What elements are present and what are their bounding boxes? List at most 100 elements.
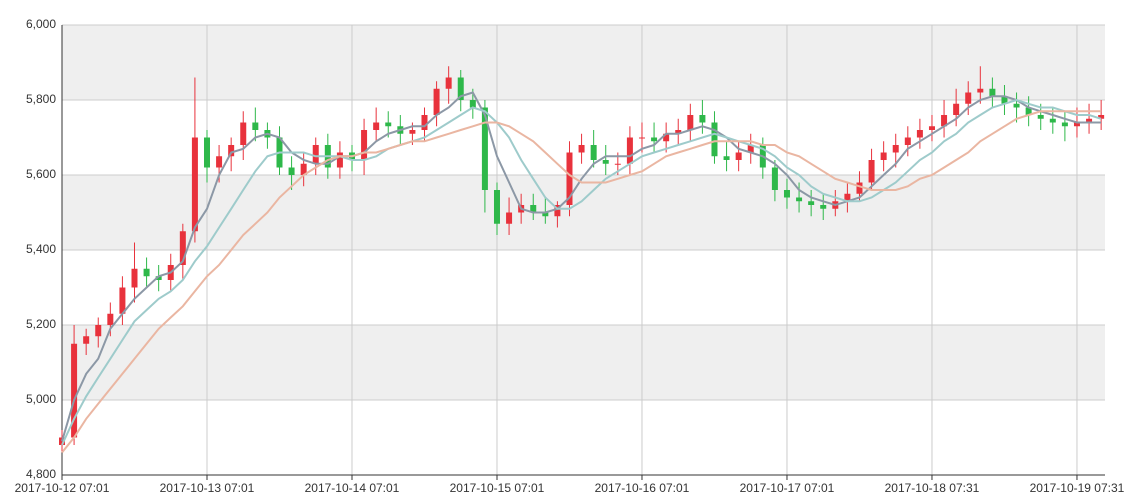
x-tick-label: 2017-10-15 07:01 — [450, 481, 545, 495]
candle-body — [469, 100, 476, 108]
candle-body — [493, 190, 500, 224]
candle-body — [373, 122, 380, 130]
candle-body — [433, 88, 440, 115]
x-tick-label: 2017-10-13 07:01 — [160, 481, 255, 495]
candle-body — [1037, 115, 1044, 119]
candle-body — [71, 343, 78, 438]
candle-body — [735, 152, 742, 160]
candle-body — [421, 115, 428, 130]
candle-body — [892, 145, 899, 153]
y-tick-label: 5,400 — [26, 242, 56, 256]
candle-body — [965, 92, 972, 104]
y-tick-label: 6,000 — [26, 17, 56, 31]
split-area — [62, 400, 1105, 475]
candle-body — [1098, 115, 1105, 119]
candle-body — [868, 160, 875, 183]
candle-body — [155, 276, 162, 280]
candle-body — [361, 130, 368, 160]
candle-body — [687, 115, 694, 130]
y-tick-label: 5,000 — [26, 392, 56, 406]
candle-body — [880, 152, 887, 160]
x-tick-label: 2017-10-16 07:01 — [595, 481, 690, 495]
candle-body — [131, 268, 138, 288]
ma-line — [61, 110, 1102, 454]
candle-body — [723, 156, 730, 160]
candle-body — [675, 130, 682, 134]
split-area — [62, 175, 1105, 250]
split-area — [62, 100, 1105, 175]
candle-body — [95, 325, 102, 337]
candle-body — [179, 231, 186, 265]
candle-body — [288, 167, 295, 175]
candle-body — [1061, 122, 1068, 127]
candle-body — [747, 145, 754, 153]
y-tick-label: 5,200 — [26, 317, 56, 331]
x-tick-label: 2017-10-18 07:31 — [885, 481, 980, 495]
candle-body — [796, 197, 803, 202]
candle-body — [916, 130, 923, 138]
candle-body — [457, 77, 464, 100]
candle-body — [312, 145, 319, 164]
split-area — [62, 250, 1105, 325]
candle-body — [771, 167, 778, 190]
candle-body — [1001, 96, 1008, 104]
x-tick-label: 2017-10-17 07:01 — [740, 481, 835, 495]
candle-body — [808, 201, 815, 205]
y-tick-label: 5,800 — [26, 92, 56, 106]
candle-body — [953, 103, 960, 115]
candle-body — [856, 182, 863, 194]
candle-body — [191, 137, 198, 232]
candle-body — [928, 126, 935, 130]
candle-body — [1086, 118, 1093, 123]
candle-body — [481, 107, 488, 190]
candle-body — [711, 122, 718, 157]
candle-body — [590, 145, 597, 160]
candle-body — [336, 152, 343, 168]
candle-body — [663, 133, 670, 142]
candle-body — [1073, 122, 1080, 127]
ma-line — [61, 98, 1102, 446]
candle-body — [385, 122, 392, 127]
candle-body — [300, 163, 307, 175]
x-tick-label: 2017-10-14 07:01 — [305, 481, 400, 495]
candle-body — [941, 115, 948, 127]
candle-body — [143, 268, 150, 277]
candle-body — [1049, 118, 1056, 123]
candle-body — [783, 190, 790, 198]
candle-body — [904, 137, 911, 145]
candle-body — [699, 115, 706, 123]
candle-body — [119, 287, 126, 314]
candle-body — [566, 152, 573, 205]
candle-body — [626, 137, 633, 164]
split-area — [62, 325, 1105, 400]
candle-body — [820, 205, 827, 209]
candle-body — [651, 137, 658, 142]
candle-body — [977, 88, 984, 93]
candle-body — [203, 137, 210, 168]
candle-body — [530, 205, 537, 213]
candle-body — [542, 212, 549, 217]
candle-body — [989, 88, 996, 97]
split-area — [62, 25, 1105, 100]
candle-body — [83, 336, 90, 344]
x-tick-label: 2017-10-12 07:01 — [15, 481, 110, 495]
y-tick-label: 4,800 — [26, 467, 56, 481]
candle-body — [554, 205, 561, 217]
x-tick-label: 2017-10-19 07:31 — [1030, 481, 1125, 495]
candle-body — [638, 137, 645, 139]
candle-body — [445, 77, 452, 89]
candle-body — [409, 130, 416, 134]
candle-body — [216, 156, 223, 168]
candle-body — [107, 313, 114, 325]
candle-body — [602, 160, 609, 164]
candle-body — [228, 145, 235, 157]
y-tick-label: 5,600 — [26, 167, 56, 181]
candle-body — [252, 122, 259, 130]
candle-body — [240, 122, 247, 145]
candle-body — [614, 163, 621, 165]
candle-body — [1013, 103, 1020, 108]
candle-body — [578, 145, 585, 153]
candle-body — [506, 212, 513, 224]
ma-line — [61, 91, 1102, 442]
